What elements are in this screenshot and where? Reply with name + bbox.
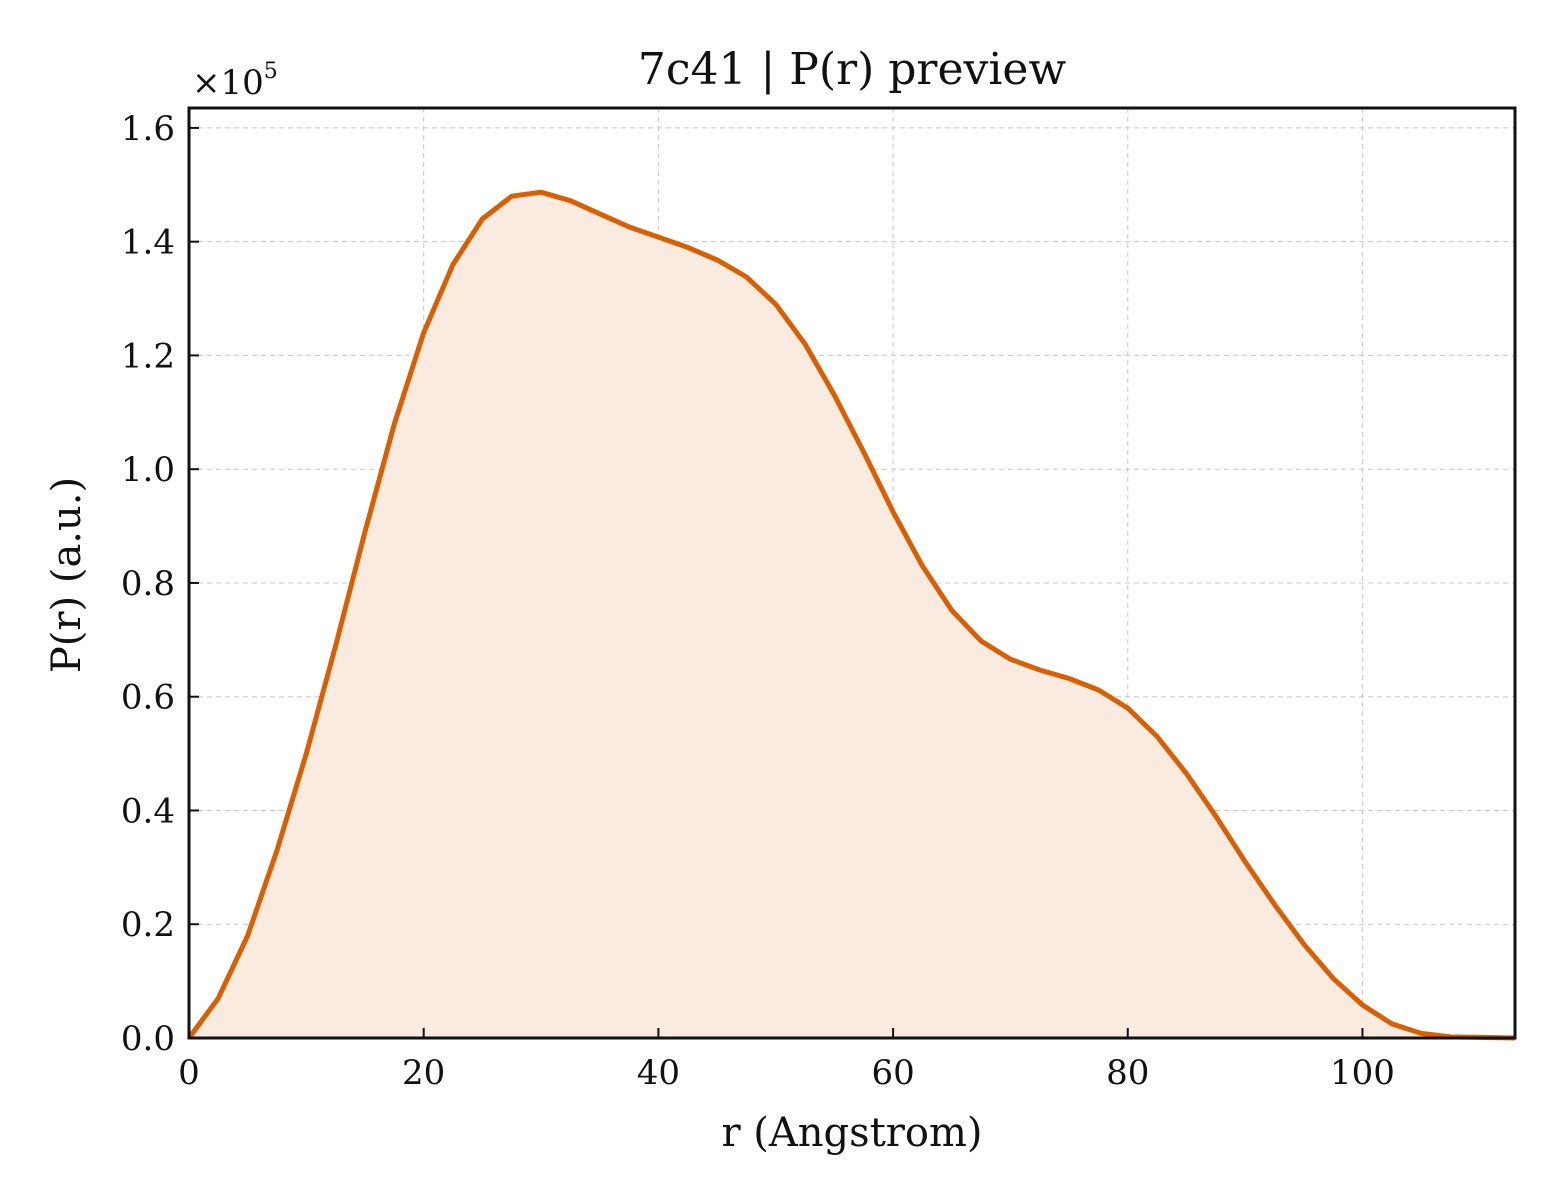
y-tick-label: 0.2 xyxy=(121,905,175,945)
y-tick-label: 1.2 xyxy=(121,336,175,376)
pr-area-fill xyxy=(189,192,1515,1038)
y-multiplier-exponent: 5 xyxy=(264,59,278,84)
x-tick-label: 80 xyxy=(1106,1053,1149,1093)
plot-frame xyxy=(187,106,1517,1040)
x-tick-label: 40 xyxy=(637,1053,680,1093)
x-tick-label: 20 xyxy=(402,1053,445,1093)
x-axis-label: r (Angstrom) xyxy=(721,1110,982,1156)
y-tick-label: 1.0 xyxy=(121,450,175,490)
y-tick-label: 0.4 xyxy=(121,791,175,831)
pr-series-line xyxy=(186,189,1516,1041)
y-tick-label: 0.0 xyxy=(121,1019,175,1059)
y-multiplier-base: ×10 xyxy=(192,63,264,103)
y-tick-label: 1.4 xyxy=(121,223,175,263)
axis-ticks xyxy=(188,126,1364,1039)
y-tick-label: 0.6 xyxy=(121,678,175,718)
x-tick-label: 0 xyxy=(178,1053,200,1093)
y-axis-label: P(r) (a.u.) xyxy=(44,477,90,673)
y-axis-multiplier: ×105 xyxy=(192,59,278,103)
y-tick-label: 0.8 xyxy=(121,564,175,604)
chart-title: 7c41 | P(r) preview xyxy=(638,44,1067,95)
x-tick-label: 100 xyxy=(1330,1053,1395,1093)
y-tick-label: 1.6 xyxy=(121,109,175,149)
x-tick-label: 60 xyxy=(871,1053,914,1093)
